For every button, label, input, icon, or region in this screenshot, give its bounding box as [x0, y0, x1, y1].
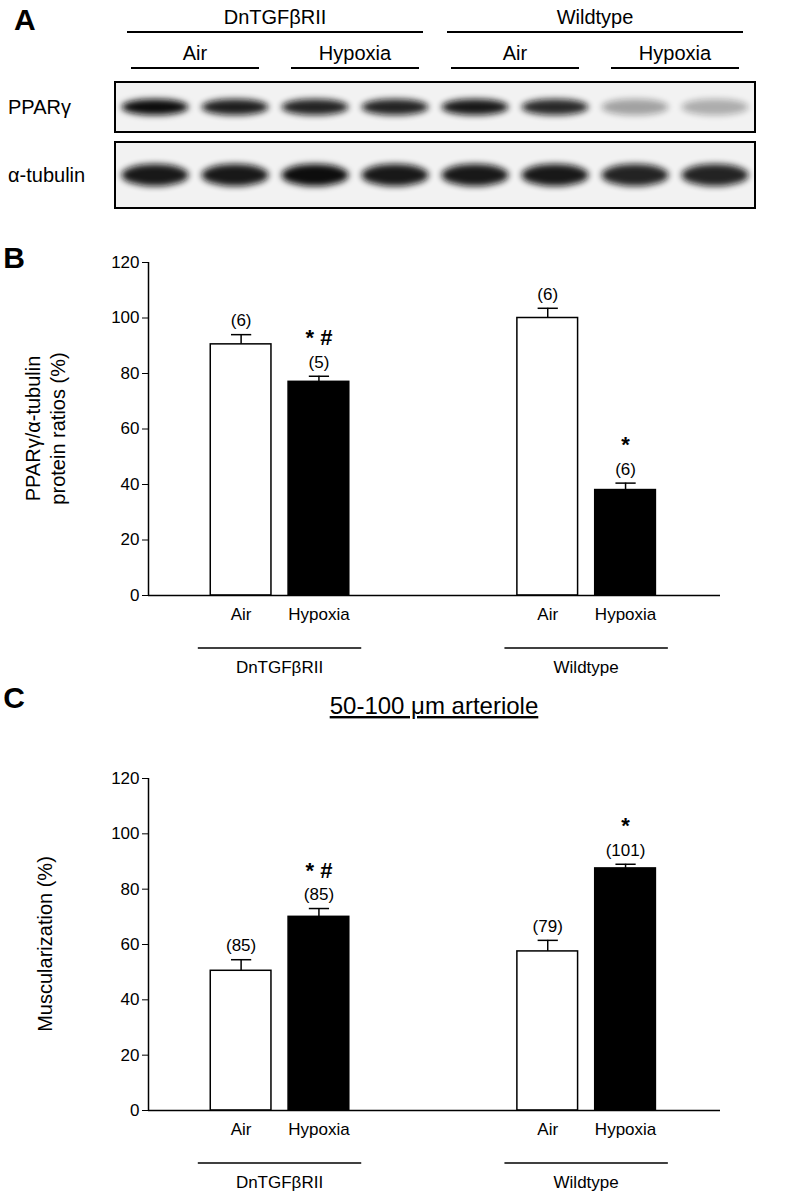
svg-text:40: 40: [121, 990, 140, 1009]
svg-text:PPARγ/α-tubulin: PPARγ/α-tubulin: [22, 356, 44, 502]
svg-text:Wildtype: Wildtype: [554, 1173, 619, 1192]
svg-text:(101): (101): [606, 841, 646, 860]
svg-text:80: 80: [121, 364, 140, 383]
svg-text:20: 20: [121, 1046, 140, 1065]
svg-text:80: 80: [121, 880, 140, 899]
svg-text:Air: Air: [231, 605, 252, 624]
svg-text:(6): (6): [537, 285, 558, 304]
svg-text:PPARγ: PPARγ: [8, 96, 71, 118]
svg-text:Air: Air: [503, 42, 528, 64]
svg-text:(5): (5): [309, 353, 330, 372]
svg-text:60: 60: [121, 935, 140, 954]
svg-text:DnTGFβRII: DnTGFβRII: [224, 6, 327, 28]
svg-text:(79): (79): [533, 917, 563, 936]
svg-text:100: 100: [111, 308, 139, 327]
svg-text:*: *: [621, 813, 630, 838]
svg-text:* #: * #: [305, 858, 332, 883]
svg-text:(6): (6): [231, 311, 252, 330]
svg-text:α-tubulin: α-tubulin: [8, 164, 85, 186]
svg-text:100: 100: [111, 824, 139, 843]
svg-text:40: 40: [121, 475, 140, 494]
svg-text:0: 0: [130, 1101, 139, 1120]
svg-text:Hypoxia: Hypoxia: [595, 1120, 657, 1139]
svg-text:*: *: [621, 432, 630, 457]
svg-text:Air: Air: [231, 1120, 252, 1139]
svg-text:A: A: [14, 3, 36, 36]
svg-text:DnTGFβRII: DnTGFβRII: [236, 658, 323, 677]
svg-text:protein ratios (%): protein ratios (%): [47, 352, 69, 504]
svg-text:Air: Air: [183, 42, 208, 64]
svg-text:(6): (6): [615, 460, 636, 479]
svg-text:20: 20: [121, 530, 140, 549]
svg-text:Muscularization (%): Muscularization (%): [34, 856, 56, 1032]
svg-text:Hypoxia: Hypoxia: [319, 42, 392, 64]
svg-text:120: 120: [111, 253, 139, 272]
svg-text:Wildtype: Wildtype: [554, 658, 619, 677]
svg-text:(85): (85): [226, 936, 256, 955]
svg-text:Air: Air: [537, 605, 558, 624]
svg-text:60: 60: [121, 419, 140, 438]
svg-text:* #: * #: [305, 325, 332, 350]
svg-text:0: 0: [130, 586, 139, 605]
svg-text:120: 120: [111, 769, 139, 788]
svg-text:Air: Air: [537, 1120, 558, 1139]
svg-text:B: B: [3, 241, 25, 274]
svg-text:50-100 μm arteriole: 50-100 μm arteriole: [330, 692, 539, 719]
svg-text:Hypoxia: Hypoxia: [595, 605, 657, 624]
svg-text:Wildtype: Wildtype: [557, 6, 634, 28]
svg-text:Hypoxia: Hypoxia: [288, 605, 350, 624]
svg-text:Hypoxia: Hypoxia: [639, 42, 712, 64]
svg-text:Hypoxia: Hypoxia: [288, 1120, 350, 1139]
svg-text:C: C: [3, 681, 25, 714]
svg-text:(85): (85): [304, 885, 334, 904]
svg-text:DnTGFβRII: DnTGFβRII: [236, 1173, 323, 1192]
